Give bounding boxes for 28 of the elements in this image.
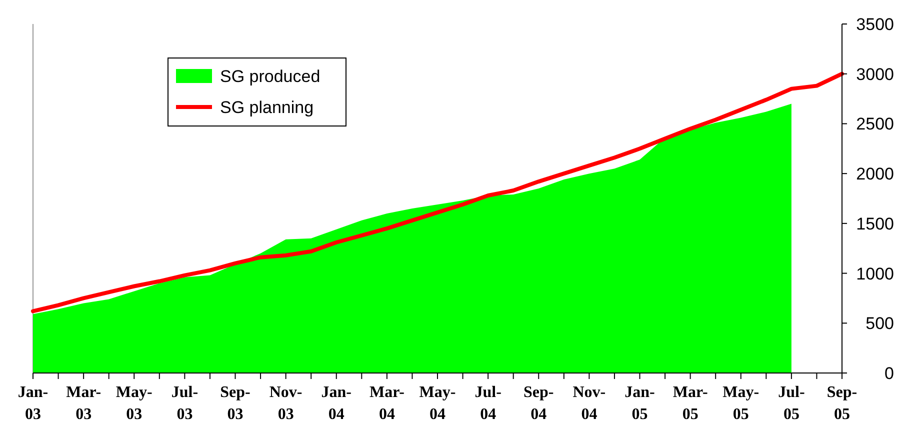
x-tick-label: Sep-03 — [220, 384, 250, 423]
legend-label: SG produced — [220, 67, 320, 86]
y-tick-label: 1000 — [856, 264, 894, 284]
x-tick-label: Jan-05 — [624, 384, 655, 423]
x-tick-label: Mar-03 — [66, 384, 102, 423]
x-tick-label: May-03 — [116, 384, 152, 423]
y-tick-label: 1500 — [856, 214, 894, 234]
x-tick-label: Sep-04 — [524, 384, 554, 423]
x-tick-label: Nov-03 — [269, 384, 302, 423]
x-tick-label: Jul-05 — [778, 384, 805, 423]
x-tick-label: Mar-04 — [369, 384, 404, 423]
y-tick-label: 500 — [866, 314, 894, 334]
legend-label: SG planning — [220, 98, 314, 117]
x-tick-label: May-05 — [722, 384, 760, 423]
line-series — [31, 72, 844, 314]
y-tick-label: 2000 — [856, 164, 894, 184]
x-tick-label: Jul-03 — [171, 384, 198, 423]
x-tick-label: Jul-04 — [474, 384, 502, 423]
x-tick-label: Mar-05 — [672, 384, 708, 423]
y-tick-label: 0 — [884, 364, 894, 383]
x-tick-label: Sep-05 — [826, 384, 858, 423]
y-tick-label: 3500 — [856, 15, 894, 34]
y-tick-label: 2500 — [856, 114, 894, 134]
x-tick-label: Jan-03 — [18, 384, 48, 423]
x-tick-label: Jan-04 — [321, 384, 352, 423]
x-tick-label: May-04 — [419, 384, 456, 423]
x-tick-label: Nov-04 — [572, 384, 606, 423]
y-tick-label: 3000 — [856, 64, 894, 84]
